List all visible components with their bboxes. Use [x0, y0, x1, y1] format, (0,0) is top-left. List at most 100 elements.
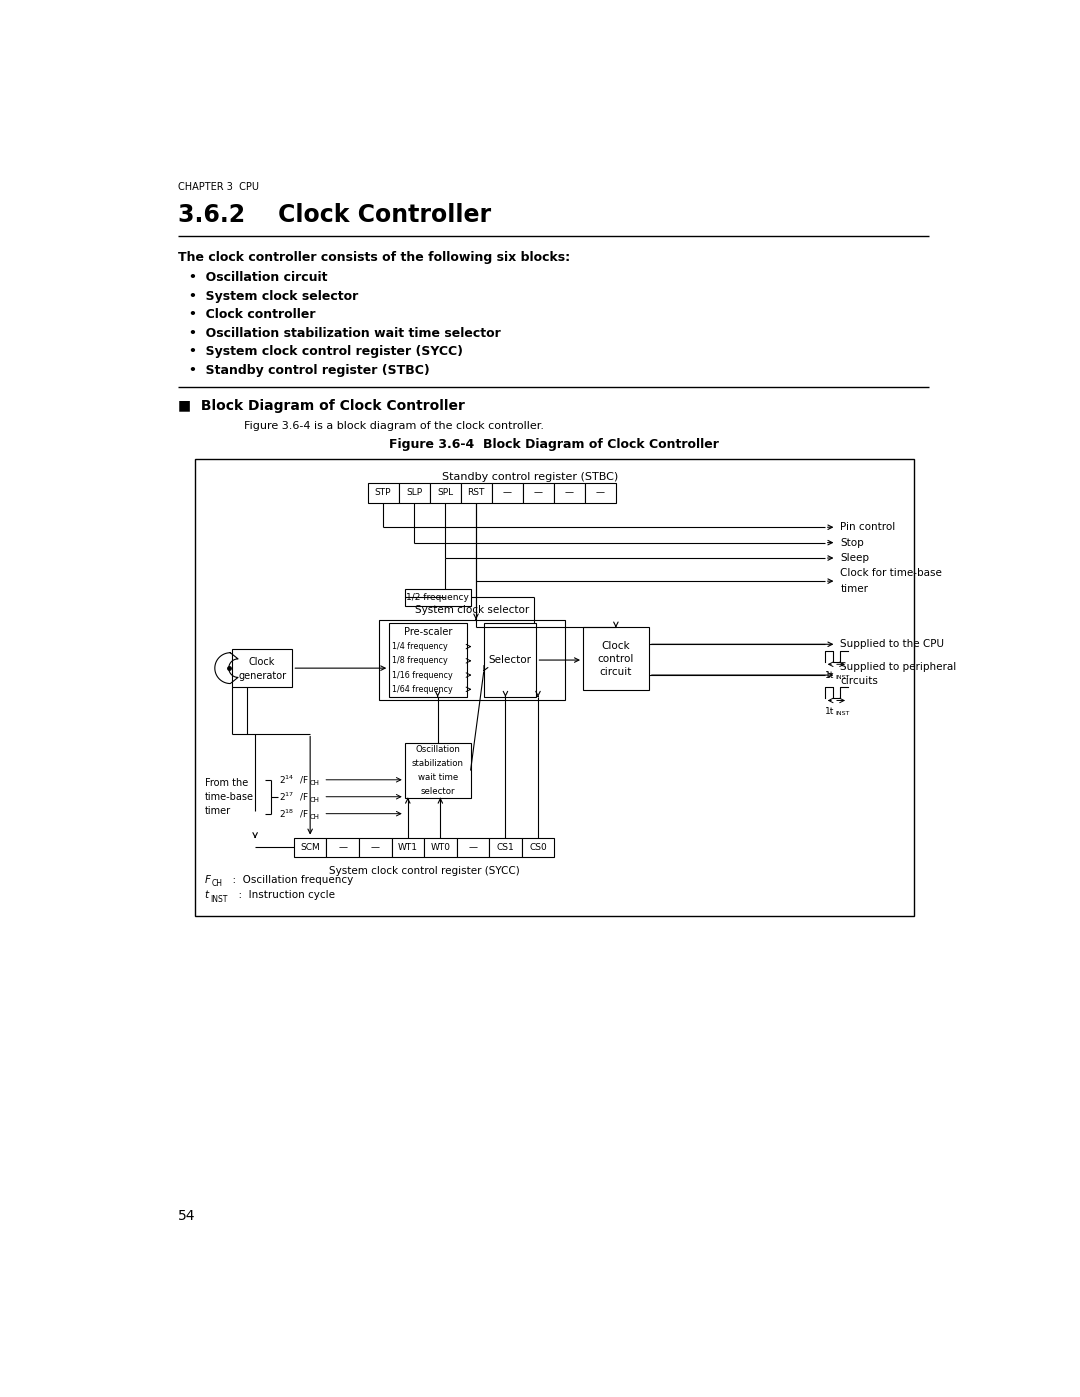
Text: 1/2 frequency: 1/2 frequency	[406, 592, 469, 602]
FancyBboxPatch shape	[294, 838, 326, 856]
Text: t: t	[205, 890, 208, 900]
Text: timer: timer	[205, 806, 231, 816]
Text: Standby control register (STBC): Standby control register (STBC)	[442, 472, 619, 482]
FancyBboxPatch shape	[584, 483, 616, 503]
Text: control: control	[597, 654, 634, 664]
FancyBboxPatch shape	[326, 838, 359, 856]
Text: generator: generator	[238, 671, 286, 680]
Text: $2^{18}$: $2^{18}$	[279, 807, 295, 820]
Text: selector: selector	[420, 787, 455, 796]
Text: 3.6.2    Clock Controller: 3.6.2 Clock Controller	[177, 204, 490, 228]
Text: Clock: Clock	[602, 641, 631, 651]
Text: 1/8 frequency: 1/8 frequency	[392, 657, 448, 665]
Text: •  Standby control register (STBC): • Standby control register (STBC)	[189, 363, 430, 377]
Text: 54: 54	[177, 1210, 195, 1224]
Text: •  Oscillation stabilization wait time selector: • Oscillation stabilization wait time se…	[189, 327, 501, 339]
Text: SPL: SPL	[437, 489, 454, 497]
FancyBboxPatch shape	[359, 838, 392, 856]
FancyBboxPatch shape	[399, 483, 430, 503]
Text: WT1: WT1	[397, 842, 418, 852]
FancyBboxPatch shape	[583, 627, 649, 690]
Text: —: —	[338, 842, 347, 852]
Text: •  System clock control register (SYCC): • System clock control register (SYCC)	[189, 345, 463, 358]
Text: •  System clock selector: • System clock selector	[189, 289, 359, 303]
Text: —: —	[595, 489, 605, 497]
FancyBboxPatch shape	[554, 483, 584, 503]
Text: INST: INST	[211, 894, 228, 904]
Text: —: —	[502, 489, 512, 497]
Text: circuits: circuits	[840, 676, 878, 686]
Text: System clock selector: System clock selector	[415, 605, 529, 616]
FancyBboxPatch shape	[484, 623, 537, 697]
Text: /F: /F	[300, 792, 308, 802]
Text: $2^{14}$: $2^{14}$	[279, 774, 295, 787]
Text: INST: INST	[836, 675, 850, 680]
Text: CH: CH	[212, 879, 222, 888]
Text: 1t: 1t	[825, 707, 834, 715]
FancyBboxPatch shape	[460, 483, 491, 503]
Text: F: F	[205, 875, 211, 884]
FancyBboxPatch shape	[232, 648, 293, 687]
Text: timer: timer	[840, 584, 868, 594]
FancyBboxPatch shape	[389, 623, 467, 697]
Text: •  Clock controller: • Clock controller	[189, 309, 315, 321]
Text: wait time: wait time	[418, 773, 458, 782]
Text: —: —	[565, 489, 573, 497]
Text: The clock controller consists of the following six blocks:: The clock controller consists of the fol…	[177, 251, 570, 264]
FancyBboxPatch shape	[195, 460, 914, 916]
Text: SLP: SLP	[406, 489, 422, 497]
Text: CH: CH	[309, 796, 320, 803]
Text: RST: RST	[468, 489, 485, 497]
Text: CH: CH	[309, 780, 320, 787]
Text: STP: STP	[375, 489, 391, 497]
Text: :  Oscillation frequency: : Oscillation frequency	[226, 875, 353, 884]
Text: 1/4 frequency: 1/4 frequency	[392, 643, 448, 651]
FancyBboxPatch shape	[522, 838, 554, 856]
Text: Sleep: Sleep	[840, 553, 869, 563]
Text: 1/64 frequency: 1/64 frequency	[392, 685, 453, 694]
Text: /F: /F	[300, 809, 308, 819]
FancyBboxPatch shape	[392, 838, 424, 856]
FancyBboxPatch shape	[430, 483, 460, 503]
Text: Figure 3.6-4  Block Diagram of Clock Controller: Figure 3.6-4 Block Diagram of Clock Cont…	[389, 437, 718, 451]
Text: Pre-scaler: Pre-scaler	[404, 627, 453, 637]
Text: Stop: Stop	[840, 538, 864, 548]
Text: Supplied to the CPU: Supplied to the CPU	[840, 640, 944, 650]
Text: CS0: CS0	[529, 842, 546, 852]
FancyBboxPatch shape	[491, 483, 523, 503]
Text: —: —	[469, 842, 477, 852]
FancyBboxPatch shape	[367, 483, 399, 503]
FancyBboxPatch shape	[523, 483, 554, 503]
Text: CS1: CS1	[497, 842, 514, 852]
Text: CH: CH	[309, 813, 320, 820]
FancyBboxPatch shape	[489, 838, 522, 856]
Text: WT0: WT0	[430, 842, 450, 852]
Text: stabilization: stabilization	[411, 759, 463, 768]
Text: Clock for time-base: Clock for time-base	[840, 569, 942, 578]
Text: INST: INST	[836, 711, 850, 717]
FancyBboxPatch shape	[405, 743, 471, 798]
Text: Selector: Selector	[488, 655, 531, 665]
Text: circuit: circuit	[599, 666, 632, 678]
FancyBboxPatch shape	[457, 838, 489, 856]
Text: SCM: SCM	[300, 842, 320, 852]
Text: $2^{17}$: $2^{17}$	[279, 791, 295, 803]
Text: —: —	[370, 842, 380, 852]
Text: 1t: 1t	[825, 671, 834, 679]
Text: —: —	[534, 489, 542, 497]
Text: •  Oscillation circuit: • Oscillation circuit	[189, 271, 327, 284]
Text: Figure 3.6-4 is a block diagram of the clock controller.: Figure 3.6-4 is a block diagram of the c…	[243, 420, 543, 430]
Text: time-base: time-base	[205, 792, 254, 802]
FancyBboxPatch shape	[424, 838, 457, 856]
FancyBboxPatch shape	[405, 588, 471, 606]
Text: Oscillation: Oscillation	[415, 745, 460, 754]
Text: System clock control register (SYCC): System clock control register (SYCC)	[328, 866, 519, 876]
Text: 1/16 frequency: 1/16 frequency	[392, 671, 453, 679]
Text: :  Instruction cycle: : Instruction cycle	[232, 890, 335, 900]
Text: CHAPTER 3  CPU: CHAPTER 3 CPU	[177, 182, 258, 191]
Text: From the: From the	[205, 778, 248, 788]
Text: /F: /F	[300, 775, 308, 784]
Text: Pin control: Pin control	[840, 522, 895, 532]
Text: ■  Block Diagram of Clock Controller: ■ Block Diagram of Clock Controller	[177, 398, 464, 412]
Text: Clock: Clock	[248, 657, 275, 666]
